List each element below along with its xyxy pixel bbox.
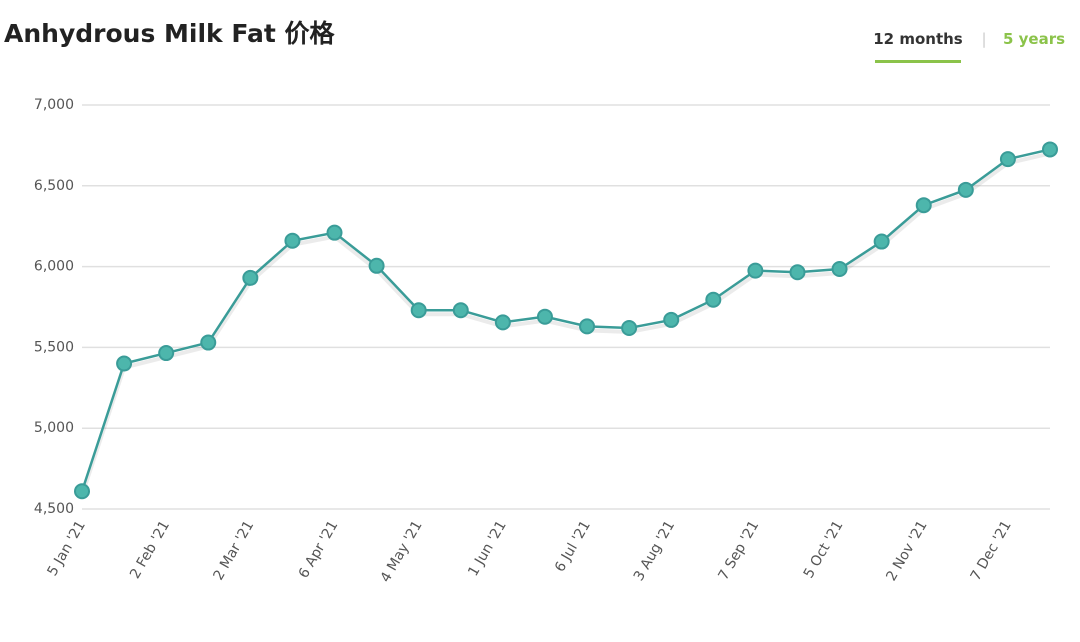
series-line [80, 148, 1051, 492]
x-tick-label: 3 Aug '21 [631, 518, 678, 584]
y-tick-label: 5,000 [34, 420, 74, 436]
chart-title: Anhydrous Milk Fat 价格 [4, 19, 336, 48]
line-shadow [80, 151, 1051, 496]
data-point [1042, 141, 1058, 158]
data-point [999, 151, 1016, 168]
x-tick-label: 7 Dec '21 [968, 518, 1015, 584]
x-tick-label: 6 Jul '21 [552, 518, 594, 575]
tab-12-months[interactable]: 12 months [873, 30, 963, 48]
data-point [915, 197, 932, 214]
data-point [74, 483, 90, 500]
data-point [158, 345, 175, 362]
data-point [536, 308, 553, 325]
x-tick-label: 5 Jan '21 [45, 518, 89, 579]
data-point [326, 224, 343, 241]
data-point [663, 311, 680, 328]
data-point [494, 314, 511, 331]
data-point [621, 320, 638, 337]
y-tick-label: 6,500 [34, 178, 74, 194]
data-point [705, 291, 722, 308]
x-tick-label: 2 Feb '21 [127, 518, 173, 582]
y-tick-label: 4,500 [34, 501, 74, 517]
tab-separator: | [981, 30, 986, 48]
x-tick-label: 2 Nov '21 [883, 518, 930, 584]
data-point [284, 232, 301, 249]
x-tick-label: 4 May '21 [378, 518, 426, 585]
x-tick-label: 5 Oct '21 [801, 518, 847, 581]
data-point [831, 261, 848, 278]
data-point [452, 302, 469, 319]
y-tick-label: 5,500 [34, 339, 74, 355]
x-tick-label: 6 Apr '21 [296, 518, 342, 581]
x-tick-label: 2 Mar '21 [210, 518, 257, 583]
x-tick-label: 7 Sep '21 [716, 518, 763, 583]
data-point [200, 334, 217, 351]
data-point [873, 233, 890, 250]
tab-underline [875, 60, 961, 63]
data-point [579, 318, 596, 335]
data-point [242, 269, 259, 286]
y-tick-label: 6,000 [34, 259, 74, 275]
data-point [410, 302, 427, 319]
data-point [957, 181, 974, 198]
data-point [116, 355, 133, 372]
data-point [747, 262, 764, 279]
data-point [789, 264, 806, 281]
data-point [368, 257, 385, 274]
y-tick-label: 7,000 [34, 97, 74, 113]
tab-5-years[interactable]: 5 years [1003, 30, 1065, 48]
x-tick-label: 1 Jun '21 [465, 518, 510, 579]
